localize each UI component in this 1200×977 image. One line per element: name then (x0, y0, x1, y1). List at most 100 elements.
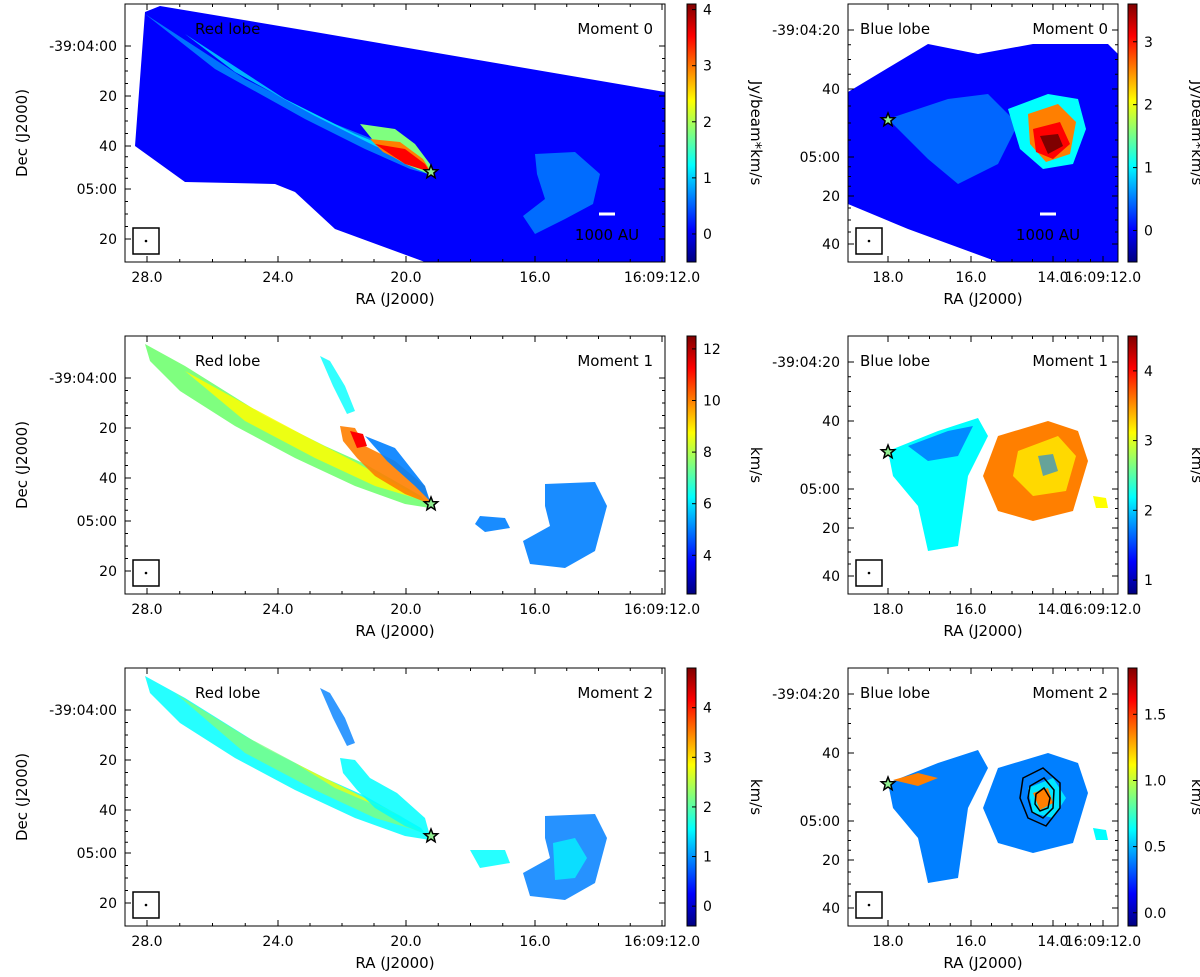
colorbar-label: km/s (1188, 779, 1200, 815)
x-tick-label: 28.0 (131, 602, 162, 618)
colorbar-label: km/s (747, 779, 765, 815)
lobe-label: Blue lobe (860, 684, 930, 702)
colorbar-tick-label: 0.0 (1144, 906, 1166, 922)
emission-feature (523, 152, 600, 234)
y-tick-label: 40 (99, 471, 117, 487)
colorbar-tick-label: 1.0 (1144, 773, 1166, 789)
map-area (145, 676, 607, 900)
contour-outer (1019, 767, 1061, 827)
colorbar-tick-label: 3 (1144, 35, 1153, 51)
emission-feature (888, 94, 1018, 184)
colorbar-gradient (686, 667, 697, 927)
y-tick-label: -39:04:00 (49, 703, 117, 719)
x-tick-label: 20.0 (390, 270, 421, 286)
colorbar-tick-label: 2 (1144, 98, 1153, 114)
colorbar-gradient (1127, 667, 1138, 927)
y-tick-label: 05:00 (800, 150, 840, 166)
map-area (888, 750, 1108, 883)
x-axis-label: RA (J2000) (355, 622, 434, 640)
colorbar-blue-mom2: 0.0 0.5 1.0 1.5 km/s (1127, 667, 1200, 927)
emission-feature (320, 356, 355, 414)
x-tick-label: 14.0 (1037, 934, 1068, 950)
x-tick-label: 18.0 (872, 934, 903, 950)
colorbar-tick-label: 0 (1144, 224, 1153, 240)
x-tick-label: 28.0 (131, 270, 162, 286)
y-tick-label: 20 (99, 753, 117, 769)
beam-ellipse (144, 903, 148, 907)
y-tick-label: 40 (822, 82, 840, 98)
colorbar-gradient (1127, 3, 1138, 263)
y-tick-label: 40 (822, 901, 840, 917)
y-tick-label: 20 (822, 853, 840, 869)
colorbar-tick-label: 0 (703, 899, 712, 915)
colorbar-tick-label: 6 (703, 497, 712, 513)
y-tick-label: 40 (822, 746, 840, 762)
panel-blue-mom2: 18.0 16.0 14.016:09:12.0 -39:04:20 40 05:00 20… (772, 667, 1141, 972)
x-axis-label: RA (J2000) (943, 290, 1022, 308)
colorbar-blue-mom0: 0 1 2 3 Jy/beam*km/s (1127, 3, 1200, 263)
moment-label: Moment 0 (577, 20, 653, 38)
colorbar-tick-label: 3 (1144, 434, 1153, 450)
emission-feature (888, 418, 988, 551)
scale-bar-label: 1000 AU (575, 226, 639, 244)
emission-feature (523, 482, 607, 568)
panel-red-mom1: 28.0 24.0 20.0 16.0 16:09:12.0 -39:04:00 20 40 0… (13, 335, 700, 640)
plot-frame (847, 3, 1119, 263)
colorbar-tick-label: 10 (703, 394, 721, 410)
colorbar-tick-label: 8 (703, 445, 712, 461)
x-tick-label: 14.0 (1037, 602, 1068, 618)
emission-feature (1093, 828, 1108, 840)
colorbar-red-mom1: 4 6 8 10 12 km/s (686, 335, 765, 595)
map-area (145, 344, 607, 568)
lobe-label: Red lobe (195, 352, 260, 370)
emission-feature (375, 144, 430, 172)
moment-label: Moment 1 (577, 352, 653, 370)
scale-bar-label: 1000 AU (1016, 226, 1080, 244)
emission-feature (1040, 134, 1063, 154)
emission-feature (365, 436, 430, 501)
moment-label: Moment 2 (577, 684, 653, 702)
y-tick-label: 40 (99, 139, 117, 155)
emission-feature (320, 688, 355, 746)
lobe-label: Blue lobe (860, 352, 930, 370)
y-tick-label: -39:04:20 (772, 687, 840, 703)
contour-middle (1027, 777, 1055, 819)
colorbar-tick-label: 4 (703, 701, 712, 717)
plot-frame (847, 667, 1119, 927)
y-tick-label: 20 (99, 89, 117, 105)
emission-feature (475, 516, 510, 532)
panel-blue-mom1: 18.0 16.0 14.016:09:12.0 -39:04:20 40 05:00 20… (772, 335, 1141, 640)
map-area (888, 418, 1108, 551)
colorbar-tick-label: 4 (703, 548, 712, 564)
x-axis-label: RA (J2000) (355, 290, 434, 308)
source-star-icon (422, 494, 440, 512)
colorbar-blue-mom1: 1 2 3 4 km/s (1127, 335, 1200, 595)
colorbar-tick-label: 1 (703, 850, 712, 866)
panel-red-mom2: 28.0 24.0 20.0 16.0 16:09:12.0 -39:04:00 20 40 0… (13, 667, 700, 972)
x-tick-label: 14.0 (1037, 270, 1068, 286)
colorbar-tick-label: 2 (1144, 503, 1153, 519)
emission-feature (888, 750, 988, 883)
emission-feature (350, 431, 367, 448)
y-tick-label: 40 (822, 569, 840, 585)
x-tick-label: 16.0 (955, 602, 986, 618)
source-star-icon (879, 774, 897, 792)
moment-label: Moment 1 (1032, 352, 1108, 370)
x-axis-label: RA (J2000) (943, 622, 1022, 640)
plot-frame (847, 335, 1119, 595)
colorbar-tick-label: 4 (703, 3, 712, 19)
beam-box (855, 227, 883, 255)
y-tick-label: -39:04:20 (772, 23, 840, 39)
colorbar-tick-label: 1 (703, 171, 712, 187)
y-tick-label: 40 (822, 237, 840, 253)
y-tick-label: 20 (99, 896, 117, 912)
colorbar-red-mom2: 0 1 2 3 4 km/s (686, 667, 765, 927)
source-star-icon (422, 162, 440, 180)
colorbar-tick-label: 4 (1144, 364, 1153, 380)
colorbar-label: km/s (1188, 447, 1200, 483)
y-tick-label: 05:00 (800, 482, 840, 498)
x-tick-label: 16.0 (519, 934, 550, 950)
emission-feature (145, 14, 435, 176)
x-tick-label: 18.0 (872, 270, 903, 286)
beam-ellipse (867, 571, 871, 575)
